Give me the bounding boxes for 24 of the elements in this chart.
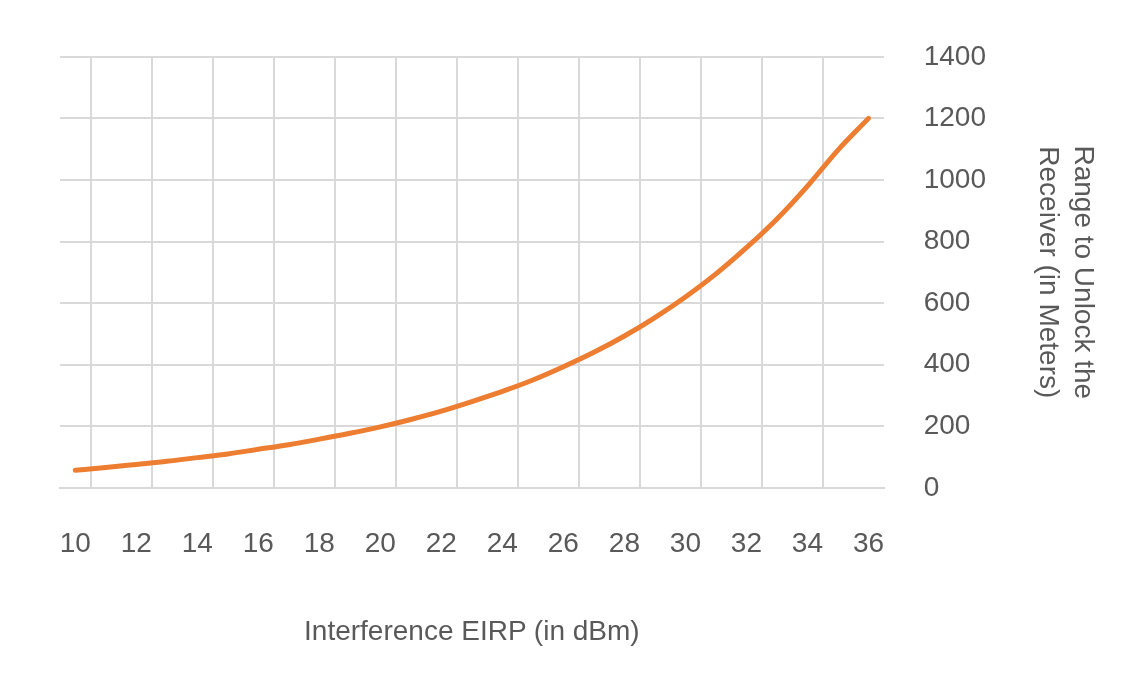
x-tick-label: 16: [242, 527, 274, 559]
x-tick-label: 20: [364, 527, 396, 559]
x-tick-label: 10: [59, 527, 91, 559]
x-tick-label: 32: [730, 527, 762, 559]
y-tick-label: 400: [923, 347, 971, 379]
y-tick-label: 800: [923, 224, 971, 256]
y-axis-title: Range to Unlock the Receiver (in Meters): [1033, 145, 1100, 400]
y-tick-label: 200: [923, 408, 971, 440]
x-tick-label: 30: [669, 527, 701, 559]
y-tick-label: 0: [923, 470, 940, 502]
x-tick-label: 24: [486, 527, 518, 559]
y-tick-label: 1200: [923, 101, 987, 133]
x-axis-title: Interference EIRP (in dBm): [304, 614, 640, 646]
y-tick-label: 1400: [923, 39, 987, 71]
x-tick-label: 18: [303, 527, 335, 559]
x-tick-label: 14: [181, 527, 213, 559]
x-tick-label: 22: [425, 527, 457, 559]
y-tick-label: 600: [923, 285, 971, 317]
x-tick-label: 12: [120, 527, 152, 559]
y-tick-label: 1000: [923, 162, 987, 194]
x-tick-label: 26: [547, 527, 579, 559]
x-tick-label: 36: [852, 527, 885, 559]
x-tick-label: 28: [608, 527, 640, 559]
x-tick-label: 34: [791, 527, 824, 559]
